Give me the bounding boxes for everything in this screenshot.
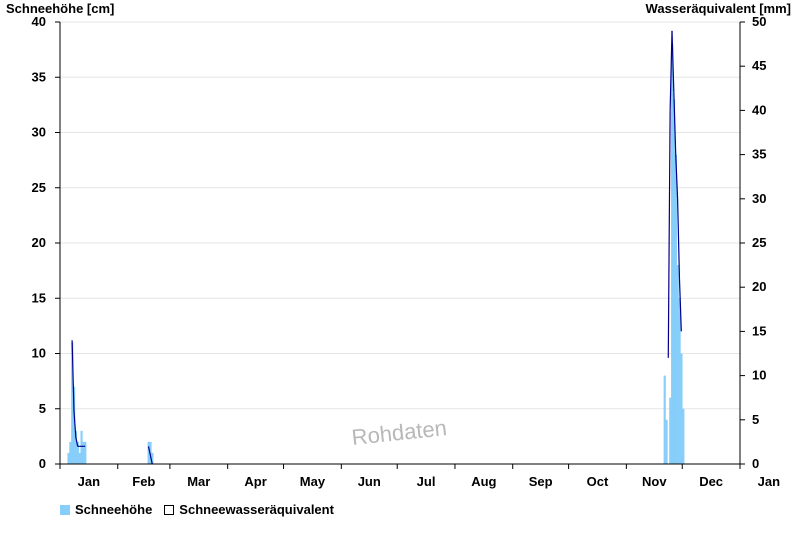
y-tick-label-right: 25 [752, 235, 766, 250]
x-tick-label: May [300, 474, 326, 489]
y-tick-label-right: 20 [752, 279, 766, 294]
watermark-text: Rohdaten [350, 415, 448, 450]
line-segment-swe [669, 30, 673, 111]
y-axis-title-right: Wasseräquivalent [mm] [645, 1, 791, 16]
x-tick-label: Nov [642, 474, 667, 489]
x-tick-label: Mar [187, 474, 210, 489]
y-tick-label-left: 20 [32, 235, 46, 250]
bar-snow-depth [674, 154, 677, 464]
bar-snow-depth [82, 441, 85, 464]
legend-swatch-swe [164, 504, 175, 515]
x-tick-label: Sep [529, 474, 553, 489]
legend: Schneehöhe Schneewasseräquivalent [60, 502, 346, 517]
bar-snow-depth [676, 265, 679, 464]
x-tick-label: Jan [78, 474, 100, 489]
line-segment-swe [147, 446, 151, 456]
bar-snow-depth [149, 441, 152, 464]
y-axis-title-left: Schneehöhe [cm] [6, 1, 115, 16]
y-tick-label-left: 15 [32, 290, 46, 305]
bar-snow-depth [84, 441, 87, 464]
y-tick-label-left: 30 [32, 125, 46, 140]
bar-snow-depth [147, 441, 150, 464]
y-tick-label-right: 40 [752, 102, 766, 117]
line-segment-swe [675, 154, 679, 199]
y-tick-label-right: 15 [752, 323, 766, 338]
y-tick-label-right: 5 [752, 412, 759, 427]
line-segment-swe [75, 437, 79, 447]
y-tick-label-left: 40 [32, 14, 46, 29]
line-segment-swe [149, 455, 153, 465]
bar-snow-depth [682, 408, 685, 464]
bar-snow-depth [76, 441, 79, 464]
x-tick-label: Aug [471, 474, 496, 489]
y-tick-label-left: 35 [32, 69, 46, 84]
bar-snow-depth [73, 386, 76, 464]
bar-snow-depth [663, 375, 666, 464]
bar-snow-depth [71, 342, 74, 464]
bar-snow-depth [680, 353, 683, 464]
bar-snow-depth [671, 44, 674, 464]
y-tick-label-left: 10 [32, 346, 46, 361]
y-tick-label-right: 45 [752, 58, 766, 73]
line-segment-swe [667, 110, 671, 358]
line-segment-swe [671, 30, 675, 93]
legend-item-snow-depth: Schneehöhe [60, 502, 152, 517]
bar-snow-depth [67, 452, 70, 464]
bar-snow-depth [672, 99, 676, 464]
bar-snow-depth [69, 441, 72, 464]
legend-label-snow-depth: Schneehöhe [75, 502, 153, 517]
legend-label-swe: Schneewasseräquivalent [179, 502, 334, 517]
y-tick-label-left: 25 [32, 180, 46, 195]
y-tick-label-right: 10 [752, 368, 766, 383]
y-tick-label-right: 50 [752, 14, 766, 29]
line-segment-swe [673, 92, 677, 155]
line-segment-swe [676, 198, 681, 279]
bar-snow-depth [80, 430, 83, 464]
y-tick-label-right: 0 [752, 456, 759, 471]
y-tick-label-left: 0 [39, 456, 46, 471]
x-tick-label: Jun [358, 474, 381, 489]
bar-snow-depth [669, 397, 672, 464]
x-tick-label: Oct [587, 474, 609, 489]
x-tick-label: Feb [132, 474, 155, 489]
line-segment-swe [71, 340, 75, 411]
y-tick-label-left: 5 [39, 401, 46, 416]
x-tick-label: Jan [758, 474, 780, 489]
y-tick-label-right: 35 [752, 147, 766, 162]
legend-item-swe: Schneewasseräquivalent [164, 502, 334, 517]
bar-snow-depth [74, 430, 78, 464]
bar-snow-depth [678, 298, 681, 464]
bar-snow-depth [78, 452, 81, 464]
bar-snow-depth [665, 419, 668, 464]
x-tick-label: Jul [417, 474, 436, 489]
legend-swatch-snow-depth [60, 504, 70, 515]
line-segment-swe [678, 278, 682, 332]
bar-snow-depth [151, 452, 154, 464]
x-tick-label: Apr [244, 474, 266, 489]
x-tick-label: Dec [699, 474, 723, 489]
line-segment-swe [73, 410, 77, 438]
y-tick-label-right: 30 [752, 191, 766, 206]
